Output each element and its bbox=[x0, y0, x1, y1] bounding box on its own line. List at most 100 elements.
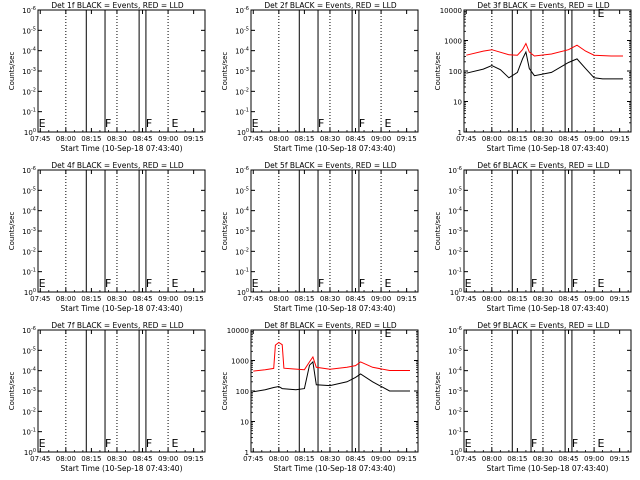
y-tick-label: 10-6 bbox=[448, 166, 462, 175]
event-marker: E bbox=[597, 437, 604, 450]
x-tick-label: 08:15 bbox=[294, 135, 314, 143]
y-tick-label: 10-5 bbox=[22, 186, 36, 195]
x-axis-label: Start Time (10-Sep-18 07:43:40) bbox=[487, 144, 609, 153]
y-tick-label: 10-4 bbox=[22, 47, 36, 56]
event-marker: E bbox=[252, 117, 259, 130]
x-tick-label: 09:15 bbox=[184, 295, 204, 303]
plot-frame bbox=[463, 329, 632, 453]
y-tick-label: 10-2 bbox=[448, 407, 462, 416]
x-tick-label: 08:30 bbox=[320, 455, 340, 463]
event-marker: E bbox=[39, 277, 46, 290]
x-tick-label: 09:15 bbox=[184, 455, 204, 463]
y-tick-label: 10-5 bbox=[448, 346, 462, 355]
y-tick-label: 10-1 bbox=[22, 428, 36, 437]
y-tick-label: 10-4 bbox=[22, 207, 36, 216]
y-tick-label: 10-6 bbox=[22, 326, 36, 335]
x-tick-label: 08:45 bbox=[132, 455, 152, 463]
x-tick-label: 08:15 bbox=[81, 295, 101, 303]
y-tick-label: 10-1 bbox=[235, 268, 249, 277]
x-tick-label: 08:15 bbox=[294, 455, 314, 463]
event-marker: F bbox=[146, 117, 152, 130]
y-tick-label: 100 bbox=[24, 128, 36, 137]
y-tick-label: 10-6 bbox=[22, 166, 36, 175]
x-tick-label: 08:15 bbox=[507, 295, 527, 303]
y-tick-label: 100 bbox=[24, 448, 36, 457]
chart-title: Det 4f BLACK = Events, RED = LLD bbox=[51, 161, 184, 170]
x-tick-label: 09:15 bbox=[397, 455, 417, 463]
chart-title: Det 1f BLACK = Events, RED = LLD bbox=[51, 1, 184, 10]
y-tick-label: 10-3 bbox=[22, 67, 36, 76]
y-axis-label: Counts/sec bbox=[434, 212, 442, 251]
x-tick-label: 08:30 bbox=[320, 135, 340, 143]
x-tick-label: 08:00 bbox=[269, 455, 289, 463]
x-tick-label: 09:00 bbox=[584, 295, 604, 303]
y-tick-label: 10-3 bbox=[22, 387, 36, 396]
x-tick-label: 08:00 bbox=[269, 295, 289, 303]
x-tick-label: 09:15 bbox=[610, 295, 630, 303]
x-tick-label: 09:15 bbox=[397, 295, 417, 303]
event-marker: E bbox=[39, 117, 46, 130]
event-marker: F bbox=[146, 437, 152, 450]
y-tick-label: 100 bbox=[237, 128, 249, 137]
x-tick-label: 08:00 bbox=[56, 455, 76, 463]
series-line bbox=[253, 341, 410, 372]
plot-frame bbox=[37, 169, 206, 293]
x-tick-label: 09:15 bbox=[610, 135, 630, 143]
x-axis-label: Start Time (10-Sep-18 07:43:40) bbox=[274, 464, 396, 473]
x-tick-label: 08:15 bbox=[507, 455, 527, 463]
event-marker: F bbox=[359, 277, 365, 290]
x-tick-label: 08:45 bbox=[558, 455, 578, 463]
x-tick-label: 07:45 bbox=[243, 295, 263, 303]
x-tick-label: 09:00 bbox=[584, 135, 604, 143]
chart-title: Det 3f BLACK = Events, RED = LLD bbox=[477, 1, 610, 10]
y-tick-label: 100 bbox=[24, 288, 36, 297]
x-tick-label: 09:00 bbox=[158, 135, 178, 143]
x-tick-label: 09:15 bbox=[184, 135, 204, 143]
y-tick-label: 10-3 bbox=[22, 227, 36, 236]
chart-title: Det 6f BLACK = Events, RED = LLD bbox=[477, 161, 610, 170]
event-marker: F bbox=[359, 117, 365, 130]
x-tick-label: 07:45 bbox=[456, 135, 476, 143]
x-tick-label: 08:15 bbox=[81, 135, 101, 143]
y-tick-label: 10000 bbox=[227, 327, 249, 335]
x-tick-label: 08:00 bbox=[482, 295, 502, 303]
y-tick-label: 100 bbox=[450, 448, 462, 457]
y-tick-label: 10-6 bbox=[448, 326, 462, 335]
y-tick-label: 100 bbox=[237, 288, 249, 297]
x-tick-label: 08:00 bbox=[269, 135, 289, 143]
plot-frame bbox=[463, 169, 632, 293]
plot-frame bbox=[250, 9, 419, 133]
event-marker: F bbox=[531, 277, 537, 290]
y-tick-label: 10-6 bbox=[235, 166, 249, 175]
x-tick-label: 07:45 bbox=[30, 135, 50, 143]
plot-frame bbox=[463, 9, 632, 133]
event-marker: F bbox=[531, 437, 537, 450]
x-tick-label: 07:45 bbox=[243, 135, 263, 143]
y-tick-label: 10-2 bbox=[235, 87, 249, 96]
y-axis-label: Counts/sec bbox=[434, 372, 442, 411]
y-tick-label: 10-4 bbox=[448, 367, 462, 376]
x-axis-label: Start Time (10-Sep-18 07:43:40) bbox=[61, 304, 183, 313]
x-tick-label: 08:45 bbox=[345, 455, 365, 463]
y-tick-label: 10-5 bbox=[448, 186, 462, 195]
chart-title: Det 8f BLACK = Events, RED = LLD bbox=[264, 321, 397, 330]
x-tick-label: 08:45 bbox=[345, 135, 365, 143]
x-tick-label: 07:45 bbox=[30, 455, 50, 463]
event-marker: F bbox=[318, 117, 324, 130]
y-tick-label: 10-3 bbox=[448, 227, 462, 236]
event-marker: E bbox=[252, 277, 259, 290]
x-tick-label: 08:00 bbox=[56, 135, 76, 143]
y-tick-label: 10-1 bbox=[448, 268, 462, 277]
event-marker: E bbox=[171, 437, 178, 450]
event-marker: E bbox=[171, 277, 178, 290]
chart-title: Det 5f BLACK = Events, RED = LLD bbox=[264, 161, 397, 170]
y-tick-label: 10-1 bbox=[235, 108, 249, 117]
series-line bbox=[466, 50, 623, 80]
y-tick-label: 10-2 bbox=[22, 247, 36, 256]
x-tick-label: 08:15 bbox=[81, 455, 101, 463]
